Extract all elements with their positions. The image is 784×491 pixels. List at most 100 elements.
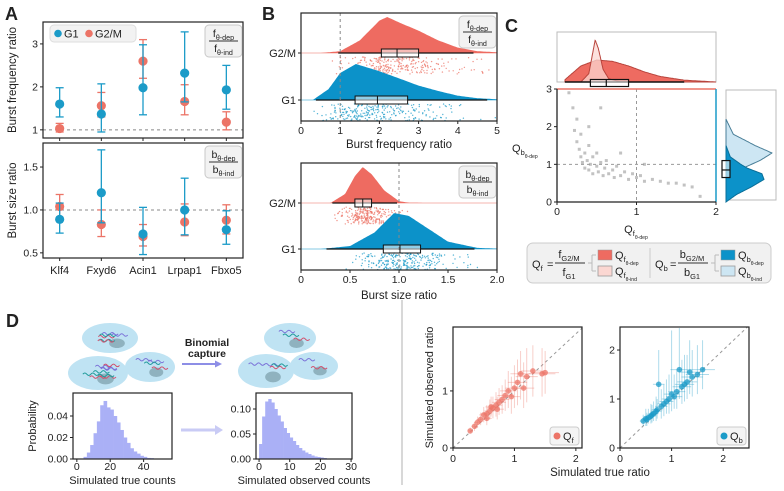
- x-tick-label: 1: [337, 125, 343, 137]
- jitter-point: [467, 57, 470, 59]
- box: [382, 244, 422, 254]
- jitter-point: [427, 65, 429, 68]
- jitter-point: [403, 264, 406, 266]
- jitter-point: [358, 213, 360, 216]
- label-part: f: [213, 28, 216, 40]
- x-tick-label: 1.0: [392, 274, 407, 286]
- scatter-point: [635, 176, 638, 180]
- jitter-point: [369, 63, 371, 65]
- jitter-point: [359, 212, 361, 214]
- jitter-point: [390, 73, 393, 75]
- label-part: f: [572, 436, 575, 445]
- jitter-point: [384, 59, 386, 61]
- jitter-point: [367, 219, 370, 221]
- label-part: b: [521, 148, 525, 157]
- x-tick-label: 1.5: [441, 274, 456, 286]
- jitter-point: [438, 258, 440, 260]
- jitter-point: [366, 222, 369, 224]
- jitter-point: [426, 255, 428, 258]
- jitter-points-G2/M: [331, 56, 490, 75]
- ratio-numerator: fθ-dep: [213, 28, 234, 42]
- jitter-point: [409, 257, 411, 260]
- jitter-point: [450, 107, 452, 110]
- jitter-point: [348, 114, 350, 116]
- jitter-point: [370, 222, 372, 225]
- jitter-point: [429, 263, 431, 266]
- x-tick-label: 2.0: [490, 274, 505, 286]
- mrna-squiggle: [89, 375, 106, 379]
- jitter-point: [354, 56, 356, 59]
- jitter-point: [401, 60, 403, 62]
- scatter-point: [591, 172, 595, 176]
- cell-icon: [125, 352, 175, 382]
- jitter-point: [358, 62, 360, 64]
- jitter-point: [406, 210, 409, 213]
- jitter-point: [378, 221, 381, 223]
- jitter-point: [432, 254, 434, 257]
- y-tick-label: 0.00: [231, 454, 252, 466]
- histogram-bar: [302, 450, 306, 459]
- jitter-point: [393, 263, 395, 266]
- jitter-point: [399, 260, 402, 262]
- box-plot-G1: [354, 95, 409, 105]
- scatter-points: [467, 345, 559, 434]
- scatter-point: [647, 404, 657, 423]
- density-qb-dep: [725, 145, 765, 204]
- jitter-point: [363, 56, 365, 58]
- jitter-point: [341, 105, 344, 108]
- legend-marker: [720, 432, 728, 440]
- jitter-point: [419, 255, 421, 258]
- jitter-point: [421, 64, 424, 67]
- jitter-point: [414, 67, 416, 70]
- histogram-bar: [292, 441, 297, 459]
- jitter-point: [400, 68, 402, 70]
- histogram-bar: [106, 407, 111, 459]
- data-point: [649, 411, 655, 418]
- scatter-point: [599, 106, 603, 110]
- jitter-point: [386, 259, 388, 262]
- jitter-point: [443, 65, 445, 67]
- jitter-point: [393, 210, 396, 212]
- legend-marker-g2m: [85, 29, 93, 38]
- cell-icon: [238, 354, 294, 388]
- jitter-point: [357, 106, 359, 108]
- jitter-point: [381, 254, 383, 256]
- scatter-point: [601, 174, 605, 178]
- scatter-legend: Qb: [716, 426, 747, 446]
- jitter-point: [345, 206, 347, 208]
- jitter-point: [382, 208, 384, 211]
- jitter-point: [339, 111, 342, 114]
- data-point: [477, 416, 484, 423]
- legend-bg: [526, 242, 772, 284]
- jitter-point: [418, 111, 420, 113]
- y-tick-label: 0: [442, 443, 448, 455]
- jitter-point: [467, 266, 469, 269]
- jitter-point: [382, 220, 384, 222]
- histogram-bar: [110, 409, 114, 459]
- jitter-point: [401, 111, 404, 114]
- jitter-point: [316, 113, 319, 115]
- jitter-point: [369, 106, 371, 109]
- label-part: θ-dep: [635, 235, 648, 241]
- data-point: [508, 393, 515, 400]
- jitter-point: [376, 108, 379, 111]
- jitter-point: [352, 221, 355, 223]
- jitter-point: [325, 114, 327, 116]
- jitter-point: [488, 69, 490, 71]
- jitter-point: [402, 68, 404, 70]
- jitter-point: [412, 63, 414, 65]
- jitter-point: [387, 263, 389, 265]
- label-part: Q: [624, 224, 633, 236]
- jitter-point: [443, 254, 446, 256]
- jitter-point: [428, 261, 430, 264]
- y-axis-label: Burst size ratio: [7, 162, 19, 238]
- jitter-point: [379, 208, 381, 210]
- jitter-point: [412, 109, 415, 111]
- jitter-point: [379, 67, 382, 69]
- jitter-point: [365, 222, 367, 224]
- jitter-point: [351, 212, 353, 215]
- jitter-point: [363, 209, 365, 211]
- panel-label-a: A: [5, 4, 18, 24]
- label-part: G2/M: [686, 254, 704, 263]
- jitter-point: [407, 262, 409, 264]
